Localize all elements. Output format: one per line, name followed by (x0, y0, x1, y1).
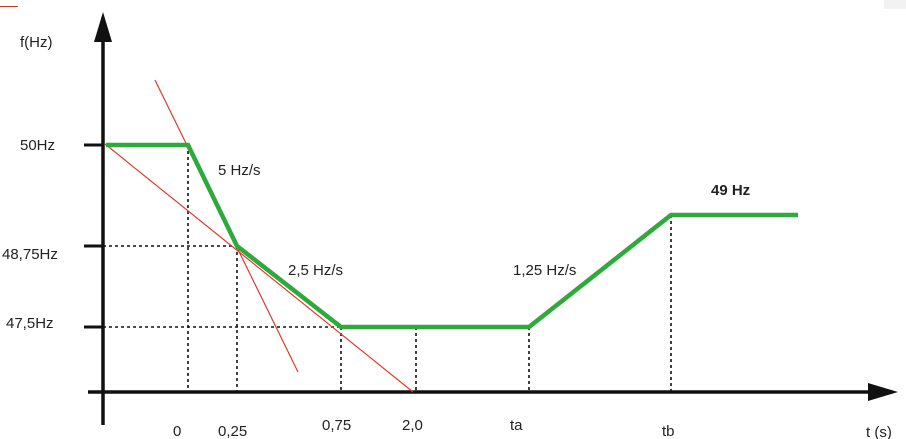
slope-label-1-25hz: 1,25 Hz/s (513, 262, 576, 279)
x-tick-label-2-0: 2,0 (402, 417, 423, 434)
x-tick-label-ta: ta (510, 417, 523, 434)
x-axis-arrow (868, 383, 898, 401)
final-frequency-label: 49 Hz (711, 182, 750, 199)
x-tick-label-0: 0 (173, 423, 181, 439)
y-tick-label-50: 50Hz (20, 137, 55, 154)
corner-box (884, 0, 906, 9)
x-axis-label: t (s) (866, 424, 892, 439)
x-tick-label-0-25: 0,25 (218, 423, 247, 439)
guide-lines (103, 145, 672, 392)
slope-label-2-5hz: 2,5 Hz/s (288, 262, 343, 279)
frequency-curve (106, 142, 798, 330)
corner-mark (0, 0, 18, 7)
tangent-line-2-5hz (104, 143, 414, 393)
y-tick-label-48-75: 48,75Hz (2, 246, 58, 263)
x-tick-label-0-75: 0,75 (322, 417, 351, 434)
x-tick-label-tb: tb (662, 423, 675, 439)
y-tick-label-47-5: 47,5Hz (6, 315, 54, 332)
y-axis-label: f(Hz) (20, 34, 53, 51)
slope-label-5hz: 5 Hz/s (218, 162, 261, 179)
y-axis-arrow (94, 12, 112, 42)
